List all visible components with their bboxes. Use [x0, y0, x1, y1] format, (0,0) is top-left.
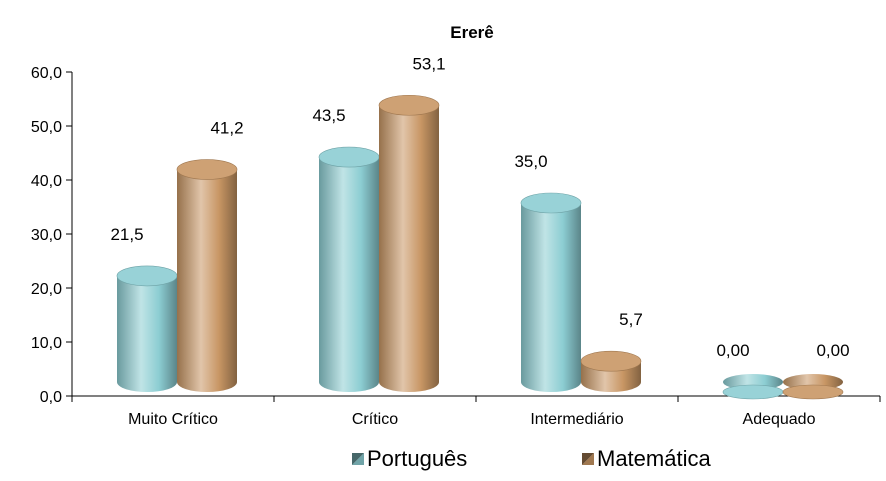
- y-tick-label: 60,0: [31, 65, 62, 82]
- bar-portugues: [116, 265, 178, 392]
- bar-portugues: [722, 374, 784, 400]
- x-tick-label: Crítico: [352, 411, 398, 428]
- data-label: 35,0: [514, 152, 547, 171]
- axes: 0,0 10,0 20,0 30,0 40,0 50,0 60,0 Muito Crítico…: [31, 65, 881, 428]
- legend-label: Português: [367, 446, 467, 471]
- bar-matematica: [782, 374, 844, 400]
- data-label: 53,1: [412, 54, 445, 73]
- legend-label: Matemática: [597, 446, 711, 471]
- x-tick-label: Adequado: [743, 411, 816, 428]
- bar-matematica: [378, 94, 440, 392]
- y-tick-label: 10,0: [31, 335, 62, 352]
- y-tick-label: 30,0: [31, 227, 62, 244]
- data-label: 43,5: [312, 106, 345, 125]
- data-label: 0,00: [816, 341, 849, 360]
- legend-item: Português: [352, 446, 467, 471]
- bar-portugues: [318, 146, 380, 392]
- y-tick-label: 40,0: [31, 173, 62, 190]
- legend: Português Matemática: [352, 446, 711, 471]
- data-label: 41,2: [210, 119, 243, 138]
- data-label: 0,00: [716, 341, 749, 360]
- y-tick-label: 20,0: [31, 281, 62, 298]
- y-tick-label: 50,0: [31, 119, 62, 136]
- chart-title: Ererê: [450, 23, 493, 42]
- bars: [116, 94, 844, 400]
- bar-portugues: [520, 192, 582, 392]
- data-label: 5,7: [619, 310, 643, 329]
- data-label: 21,5: [110, 225, 143, 244]
- bar-matematica: [176, 159, 238, 392]
- data-labels: 21,5 41,2 43,5 53,1 35,0 5,7 0,00 0,00: [110, 54, 849, 360]
- x-tick-label: Muito Crítico: [128, 411, 218, 428]
- legend-item: Matemática: [582, 446, 711, 471]
- bar-matematica: [580, 350, 642, 392]
- y-tick-label: 0,0: [40, 389, 62, 406]
- x-tick-label: Intermediário: [530, 411, 623, 428]
